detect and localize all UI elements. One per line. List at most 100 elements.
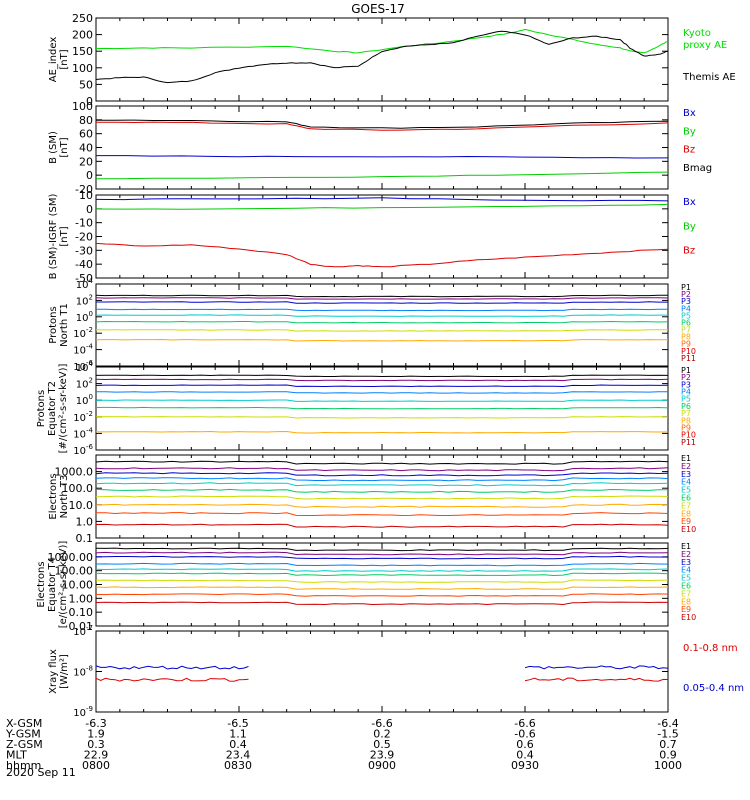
series-e2 xyxy=(95,467,669,472)
y-tick-exponent: 4 xyxy=(89,360,94,368)
legend-e3: E3 xyxy=(681,558,691,567)
legend-e7: E7 xyxy=(681,501,691,510)
legend-by: By xyxy=(683,221,696,232)
series-p4 xyxy=(96,391,668,394)
y-axis-label: [#/(cm²-s-sr-keV)] xyxy=(58,364,69,454)
series-p3 xyxy=(96,301,668,304)
footer-value: -6.6 xyxy=(514,717,535,730)
y-tick-exponent: 2 xyxy=(89,293,93,301)
series-by xyxy=(95,171,669,180)
series-p5 xyxy=(95,399,669,402)
footer-value: 0.6 xyxy=(516,738,534,751)
y-tick-exponent: -4 xyxy=(86,426,94,434)
footer-value: 22.9 xyxy=(84,749,109,762)
legend-p7: P7 xyxy=(681,326,691,335)
y-axis-label: AE_index xyxy=(48,37,59,83)
legend-bx: Bx xyxy=(683,197,696,208)
y-tick-label: 10.0 xyxy=(69,499,94,512)
series-p7 xyxy=(95,416,669,419)
y-tick-label: 10-6 xyxy=(73,443,93,457)
legend-e1: E1 xyxy=(681,454,691,463)
y-tick-exponent: -6 xyxy=(86,359,94,367)
series-e6 xyxy=(95,488,668,493)
y-tick-label: 102 xyxy=(76,377,93,391)
legend-0-05-0-4-nm: 0.05-0.4 nm xyxy=(683,683,744,694)
y-tick-label: 0.01 xyxy=(69,620,94,633)
legend-e10: E10 xyxy=(681,613,696,622)
series-e1 xyxy=(95,547,669,552)
y-tick-exponent: -2 xyxy=(86,410,93,418)
panel-frame xyxy=(95,630,669,713)
y-tick-label: 1000.0 xyxy=(55,466,94,479)
y-axis-label: Equator T4 xyxy=(47,557,58,612)
legend-p8: P8 xyxy=(681,333,691,342)
date-label: 2020 Sep 11 xyxy=(6,766,76,779)
legend-p3: P3 xyxy=(681,297,691,306)
y-tick-label: 10-4 xyxy=(73,343,93,357)
y-tick-label: 10-2 xyxy=(73,326,93,340)
footer-value: 1000 xyxy=(654,759,682,772)
orbit-footer: X-GSM -6.3 -6.5 -6.6 -6.6 -6.4 Y-GSM 1.9 1.1 0.2 -… xyxy=(5,717,682,772)
y-tick-label: 50 xyxy=(79,78,93,91)
series-p4 xyxy=(95,308,669,312)
y-tick-label: 0.1 xyxy=(76,532,94,545)
footer-label: Y-GSM xyxy=(5,728,41,741)
y-axis-label: [W/m²] xyxy=(59,654,70,689)
y-axis-label: Protons xyxy=(48,306,59,343)
footer-value: 0.3 xyxy=(87,738,105,751)
series-p3 xyxy=(95,384,669,388)
legend-bz: Bz xyxy=(683,246,695,257)
footer-value: 0800 xyxy=(82,759,110,772)
y-tick-label: 0 xyxy=(86,95,93,108)
footer-value: -6.6 xyxy=(371,717,392,730)
y-tick-label: 0 xyxy=(86,203,93,216)
y-tick-exponent: -8 xyxy=(86,665,93,673)
legend-e1: E1 xyxy=(681,542,691,551)
y-tick-label: 200 xyxy=(72,29,93,42)
footer-value: 0.5 xyxy=(373,738,391,751)
legend-p1: P1 xyxy=(681,366,691,375)
series-e9 xyxy=(95,593,669,597)
footer-value: 0.2 xyxy=(373,728,391,741)
legend-bx: Bx xyxy=(683,108,696,119)
y-tick-label: 1.0 xyxy=(76,515,94,528)
y-axis-label: [e/(cm²-s-sr-keV)] xyxy=(58,541,69,629)
legend-e5: E5 xyxy=(681,486,691,495)
y-tick-label: 10.00 xyxy=(62,579,94,592)
y-axis-label: Electrons xyxy=(48,473,59,519)
legend-0-1-0-8-nm: 0.1-0.8 nm xyxy=(683,643,738,654)
footer-value: 0.9 xyxy=(659,749,677,762)
y-tick-label: -40 xyxy=(75,258,93,271)
y-tick-label: -10 xyxy=(75,217,93,230)
y-tick-label: 150 xyxy=(72,45,93,58)
y-tick-label: 100.0 xyxy=(62,482,94,495)
legend-e9: E9 xyxy=(681,517,691,526)
legend-bz: Bz xyxy=(683,145,695,156)
y-axis-label: [nT] xyxy=(59,226,70,246)
footer-value: -6.4 xyxy=(657,717,678,730)
y-tick-label: 104 xyxy=(76,277,94,291)
footer-label: Z-GSM xyxy=(6,738,43,751)
y-tick-label: 104 xyxy=(76,360,94,374)
footer-value: 0.7 xyxy=(659,738,677,751)
y-tick-label: -30 xyxy=(75,244,93,257)
series-p8 xyxy=(95,338,668,342)
y-axis-label: B (SM) xyxy=(48,131,59,164)
legend-p11: P11 xyxy=(681,354,696,363)
y-tick-label: 20 xyxy=(79,155,93,168)
series-bx xyxy=(96,155,669,159)
legend-p9: P9 xyxy=(681,423,691,432)
y-tick-label: 100 xyxy=(76,393,93,407)
series-xray-segment xyxy=(524,665,669,670)
y-tick-label: 10-8 xyxy=(73,665,93,679)
y-tick-label: 100 xyxy=(72,62,93,75)
footer-value: 23.4 xyxy=(226,749,251,762)
footer-label: X-GSM xyxy=(6,717,42,730)
legend-p8: P8 xyxy=(681,416,691,425)
